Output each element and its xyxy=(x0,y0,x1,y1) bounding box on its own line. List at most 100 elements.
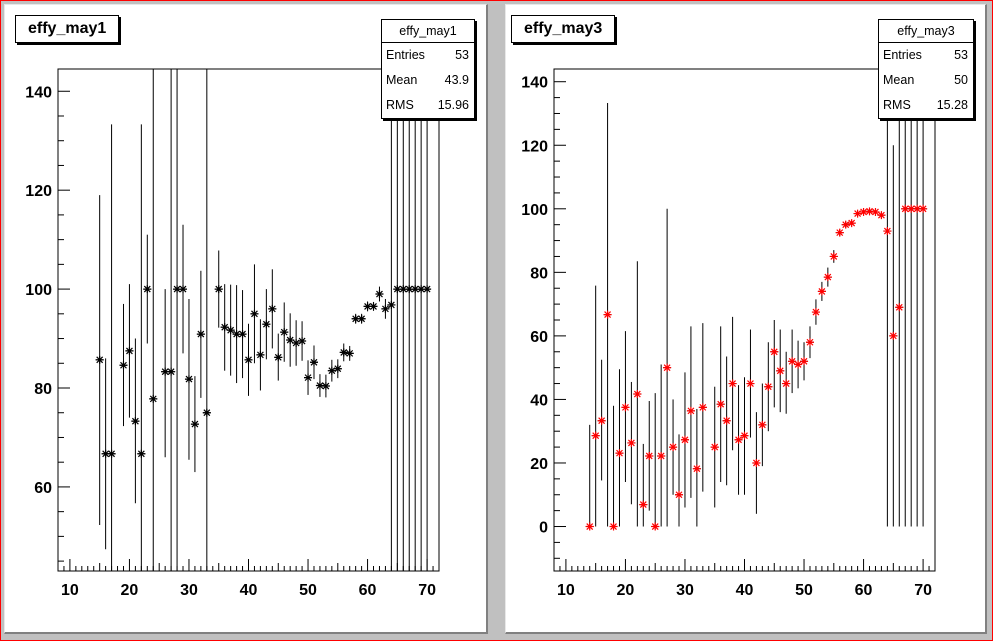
star-marker xyxy=(417,285,426,294)
star-marker xyxy=(657,451,666,460)
star-marker xyxy=(853,209,862,218)
data-point xyxy=(817,281,826,301)
data-point xyxy=(633,261,642,527)
data-point xyxy=(651,393,660,531)
data-point xyxy=(680,372,689,508)
y-tick-label: 0 xyxy=(539,520,548,537)
star-marker xyxy=(680,435,689,444)
data-point xyxy=(309,345,318,380)
star-marker xyxy=(913,204,922,213)
x-tick-label: 70 xyxy=(914,582,932,599)
data-point xyxy=(375,286,384,302)
star-marker xyxy=(859,207,868,216)
star-marker xyxy=(734,435,743,444)
star-marker xyxy=(298,337,307,346)
star-marker xyxy=(746,379,755,388)
data-point xyxy=(883,69,892,527)
x-tick-label: 70 xyxy=(418,582,436,599)
data-point xyxy=(841,220,850,229)
star-marker xyxy=(692,464,701,473)
star-marker xyxy=(663,363,672,372)
data-point xyxy=(95,195,104,526)
data-point xyxy=(698,323,707,492)
star-marker xyxy=(238,330,247,339)
data-point xyxy=(327,359,336,382)
stats-mean-value: 50 xyxy=(954,73,968,87)
star-marker xyxy=(829,252,838,261)
star-marker xyxy=(788,357,797,366)
data-point xyxy=(226,284,235,376)
star-marker xyxy=(292,338,301,347)
data-point xyxy=(585,424,594,531)
data-point xyxy=(190,376,199,473)
y-tick-label: 20 xyxy=(530,456,548,473)
star-marker xyxy=(143,285,152,294)
star-marker xyxy=(173,285,182,294)
stats-mean-value: 43.9 xyxy=(444,73,469,87)
y-tick-label: 120 xyxy=(521,138,548,155)
star-marker xyxy=(387,300,396,309)
stats-row-mean: Mean 43.9 xyxy=(382,68,474,93)
star-marker xyxy=(585,522,594,531)
star-marker xyxy=(184,375,193,384)
data-point xyxy=(304,360,313,395)
data-point xyxy=(143,234,152,344)
data-point xyxy=(184,298,193,460)
data-point xyxy=(722,356,731,486)
star-marker xyxy=(603,310,612,319)
x-tick-label: 30 xyxy=(676,582,694,599)
star-marker xyxy=(883,227,892,236)
star-marker xyxy=(805,338,814,347)
y-tick-label: 100 xyxy=(25,282,52,299)
star-marker xyxy=(669,443,678,452)
star-marker xyxy=(889,331,898,340)
data-point xyxy=(107,124,116,571)
plot-frame xyxy=(553,68,936,572)
data-point xyxy=(256,319,265,391)
star-marker xyxy=(304,373,313,382)
stats-name: effy_may1 xyxy=(382,20,474,43)
star-marker xyxy=(161,367,170,376)
star-marker xyxy=(645,451,654,460)
star-marker xyxy=(137,449,146,458)
stats-mean-label: Mean xyxy=(386,73,418,87)
star-marker xyxy=(351,314,360,323)
star-marker xyxy=(764,382,773,391)
pad-left[interactable]: 10 20 30 40 50 60 70 60 80 100 120 140 effy_may1 ef… xyxy=(4,4,488,634)
data-point xyxy=(889,145,898,527)
star-marker xyxy=(423,285,432,294)
star-marker xyxy=(226,326,235,335)
data-point xyxy=(794,340,803,389)
stats-entries-value: 53 xyxy=(455,48,469,62)
y-tick-label: 80 xyxy=(34,381,52,398)
stats-entries-label: Entries xyxy=(386,48,425,62)
data-point xyxy=(907,69,916,527)
stats-row-rms: RMS 15.28 xyxy=(879,93,973,118)
star-marker xyxy=(131,417,140,426)
data-point xyxy=(740,377,749,495)
star-marker xyxy=(865,207,874,216)
stats-row-mean: Mean 50 xyxy=(879,68,973,93)
star-marker xyxy=(710,443,719,452)
y-tick-label: 140 xyxy=(521,75,548,92)
star-marker xyxy=(639,500,648,509)
pad-right[interactable]: 10 20 30 40 50 60 70 0 20 40 60 80 100 120 140 effy_ma… xyxy=(505,4,987,634)
data-point xyxy=(603,102,612,527)
data-point xyxy=(746,329,755,438)
star-marker xyxy=(369,302,378,311)
data-point xyxy=(734,385,743,495)
data-point xyxy=(901,69,910,527)
data-point xyxy=(805,326,814,359)
star-marker xyxy=(363,302,372,311)
star-marker xyxy=(782,379,791,388)
stats-row-entries: Entries 53 xyxy=(382,43,474,68)
star-marker xyxy=(591,431,600,440)
stats-row-entries: Entries 53 xyxy=(879,43,973,68)
x-tick-label: 60 xyxy=(855,582,873,599)
data-point xyxy=(770,320,779,408)
data-point xyxy=(865,207,874,216)
data-point xyxy=(788,329,797,394)
data-point xyxy=(333,359,342,379)
x-tick-label: 30 xyxy=(180,582,198,599)
star-marker xyxy=(686,406,695,415)
